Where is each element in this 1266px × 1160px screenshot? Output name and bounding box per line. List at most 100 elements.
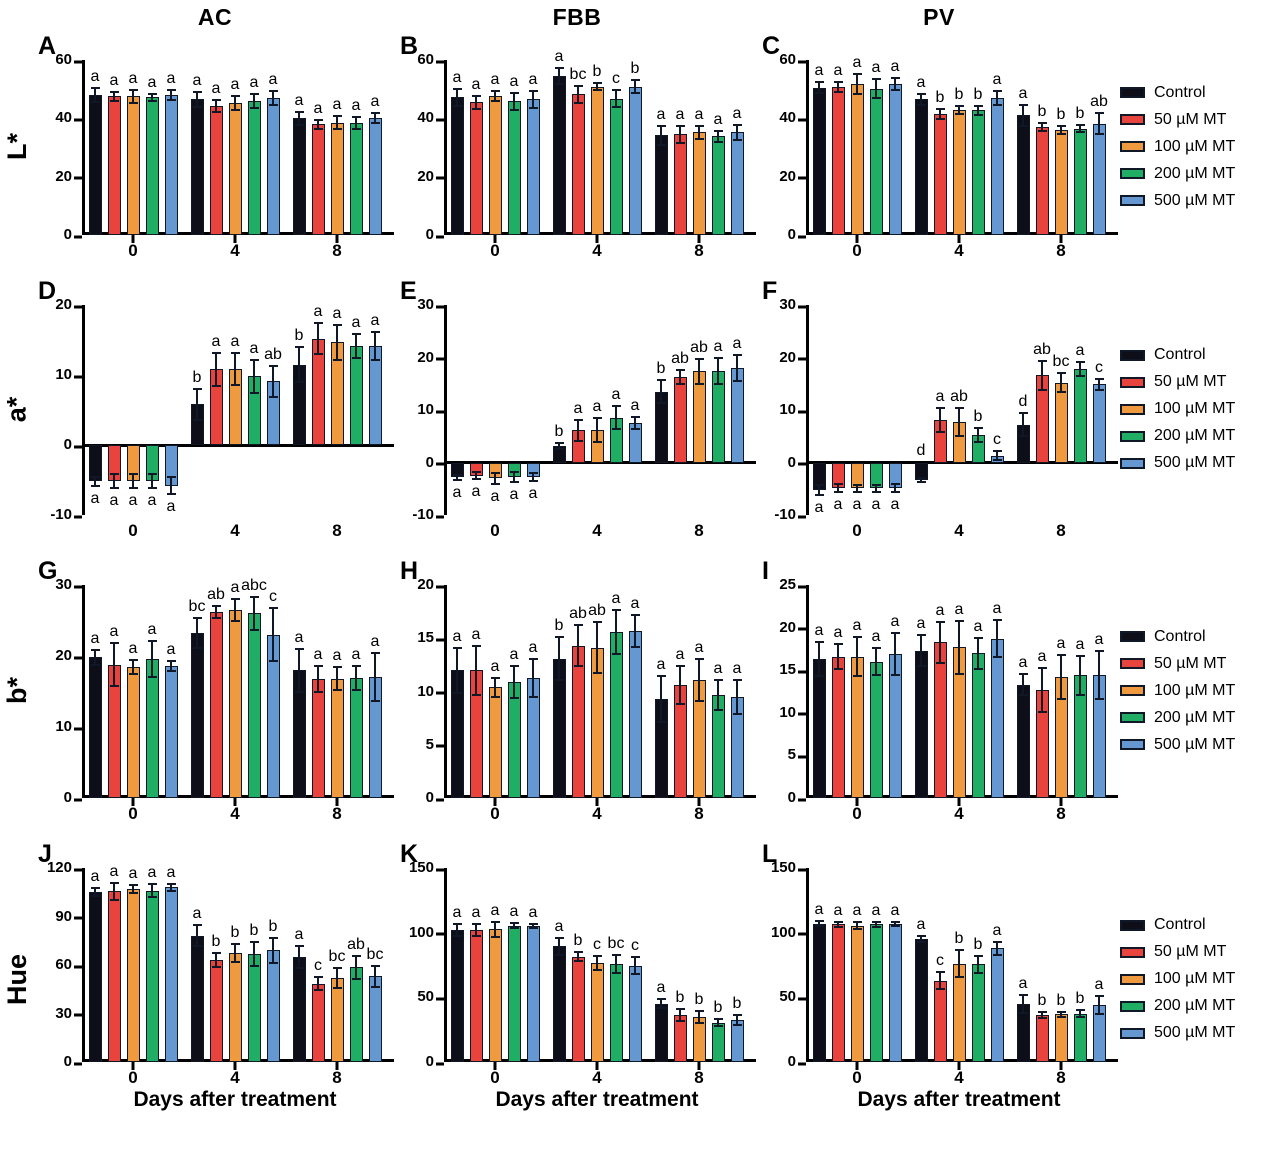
bar-s3-g2 (1073, 128, 1087, 235)
error-bar-cap (992, 953, 1002, 956)
sig-letter: a (528, 485, 538, 503)
bar-s3-g1 (971, 653, 985, 798)
error-bar (736, 679, 738, 714)
error-bar-cap (1075, 693, 1085, 696)
error-bar-cap (109, 684, 119, 687)
error-bar-cap (916, 941, 926, 944)
error-bar-cap (147, 640, 157, 643)
bar-s2-g0 (126, 889, 140, 1062)
error-bar-cap (1056, 391, 1066, 394)
error-bar (818, 921, 820, 927)
error-bar-cap (935, 117, 945, 120)
bar-s1-g1 (571, 94, 585, 235)
error-bar (94, 476, 96, 487)
plot-area-wrap: 0 50 100 150 a a a a a a b c bc c a b b b b (400, 859, 758, 1070)
legend-column: Control 50 µM MT 100 µM MT 200 µM MT 500 µM … (1120, 842, 1266, 1116)
error-bar-cap (147, 487, 157, 490)
y-tick-label: 30 (55, 1004, 72, 1022)
sig-letter: b (230, 923, 240, 941)
error-bar (660, 675, 662, 723)
error-bar-cap (230, 351, 240, 354)
error-bar-cap (694, 357, 704, 360)
plot-area-wrap: -10 0 10 20 30 a a a a a d a ab b c d ab bc a c (762, 296, 1120, 523)
error-bar-cap (166, 659, 176, 662)
sig-letter: a (890, 496, 900, 514)
y-axis: 0 10 20 30 (38, 576, 82, 806)
error-bar-cap (611, 953, 621, 956)
panel-L: L 0 50 100 150 a a a a a a c b b a a b b b a 0 4 8 Days after t… (758, 842, 1120, 1116)
sig-letter: b (732, 995, 742, 1013)
plot-area-wrap: 0 20 40 60 a a a a a a a a a a a a a a a (38, 51, 396, 243)
plot-area-wrap: 0 5 10 15 20 a a a a a b ab ab a a a a a a a (400, 576, 758, 806)
error-bar-cap (313, 118, 323, 121)
sig-letter: a (1094, 976, 1104, 994)
error-bar-cap (268, 103, 278, 106)
y-tick-label: -10 (412, 506, 434, 523)
y-tick-label: 150 (770, 859, 796, 876)
legend-item: 50 µM MT (1120, 655, 1235, 673)
sig-letter: a (147, 492, 157, 510)
error-bar-cap (992, 656, 1002, 659)
error-bar (958, 950, 960, 978)
sig-letter: a (147, 621, 157, 639)
legend-item-label: 100 µM MT (1154, 681, 1236, 699)
error-bar-cap (490, 482, 500, 485)
sig-letter: a (890, 58, 900, 76)
y-tick-label: 30 (779, 296, 796, 313)
sig-letter: a (166, 498, 176, 515)
error-bar-cap (814, 81, 824, 84)
sig-letter: a (192, 905, 202, 923)
error-bar-cap (452, 478, 462, 481)
x-tick-label: 8 (332, 1068, 342, 1087)
y-tick-label: 10 (417, 682, 434, 700)
error-bar-cap (211, 616, 221, 619)
sig-letter: b (973, 408, 983, 426)
error-bar-cap (713, 129, 723, 132)
sig-letter: a (249, 74, 259, 92)
error-bar-cap (211, 110, 221, 113)
x-tick-label: 4 (954, 241, 964, 260)
sig-letter: a (452, 483, 462, 501)
error-bar (494, 921, 496, 938)
error-bar-cap (554, 83, 564, 86)
x-tick-labels: 0 4 8 (806, 798, 1112, 823)
sig-letter: a (814, 62, 824, 80)
y-tick-label: 0 (425, 226, 434, 243)
bar-s4-g0 (526, 99, 540, 235)
bar-s1-g1 (209, 611, 223, 798)
x-tick-icon (595, 798, 599, 806)
sig-letter: c (936, 952, 944, 970)
error-bar-cap (351, 664, 361, 667)
error-bar-cap (732, 138, 742, 141)
bar-s3-g1 (247, 613, 261, 798)
y-tick-label: 20 (417, 348, 434, 366)
error-bar-cap (509, 921, 519, 924)
bar-s3-g1 (971, 964, 985, 1062)
y-tick-icon (436, 235, 444, 238)
sig-letter: a (490, 901, 500, 919)
error-bar-cap (351, 689, 361, 692)
error-bar (996, 941, 998, 955)
error-bar-cap (490, 920, 500, 923)
bar-s1-g1 (933, 113, 947, 235)
x-tick-label: 4 (954, 1068, 964, 1087)
error-bar-cap (528, 472, 538, 474)
sig-letter: a (1075, 635, 1085, 653)
y-tick-icon (798, 585, 806, 588)
y-tick-label: -10 (50, 506, 72, 523)
error-bar-cap (313, 322, 323, 325)
y-tick-label: 15 (417, 629, 434, 647)
y-tick-label: 10 (779, 401, 796, 418)
sig-letter: a (332, 647, 342, 665)
sig-letter: ab (671, 349, 689, 367)
error-bar (532, 473, 534, 482)
sig-letter: ab (1090, 93, 1108, 111)
sig-letter: a (452, 68, 462, 86)
error-bar-cap (694, 1021, 704, 1024)
error-bar-cap (192, 617, 202, 620)
y-tick-icon (74, 305, 82, 308)
x-tick-label: 0 (128, 521, 138, 540)
sig-letter: a (294, 628, 304, 646)
sig-letter: a (471, 904, 481, 922)
